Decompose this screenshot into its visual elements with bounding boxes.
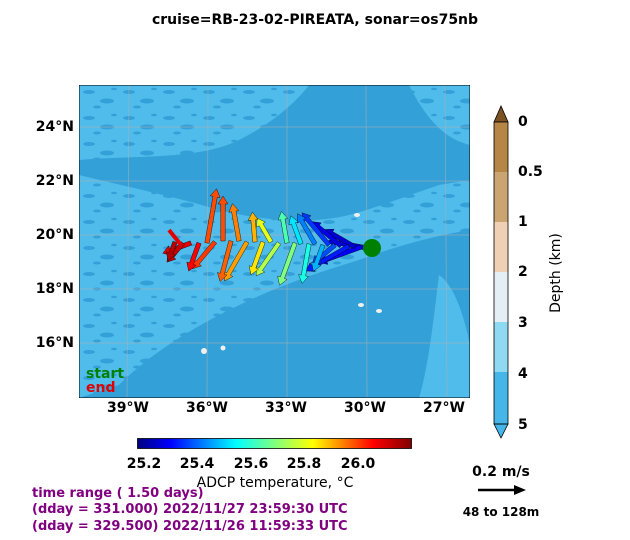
lat-label: 22°N: [35, 173, 74, 189]
current-vector-arrow: [256, 217, 274, 244]
current-vector-arrow: [186, 241, 202, 272]
depth-colorbar: [493, 105, 509, 439]
depth-tick: 0: [518, 114, 528, 130]
temp-tick: 25.2: [126, 456, 162, 472]
current-vector-arrow: [228, 203, 242, 242]
lon-label: 39°W: [107, 400, 149, 416]
temperature-colorbar: [137, 438, 412, 449]
depth-tick: 1: [518, 214, 528, 230]
time-end: (dday = 331.000) 2022/11/27 23:59:30 UTC: [32, 502, 348, 517]
map-panel: [79, 85, 470, 398]
current-vector-arrow: [165, 240, 178, 262]
time-start: (dday = 329.500) 2022/11/26 11:59:33 UTC: [32, 519, 348, 534]
legend-start: start: [86, 366, 125, 382]
ridge-zone-north: [79, 85, 309, 160]
island: [201, 348, 207, 354]
depth-tick: 0.5: [518, 164, 543, 180]
lat-label: 24°N: [35, 119, 74, 135]
temp-tick: 25.4: [179, 456, 215, 472]
island: [220, 345, 226, 351]
current-vector-arrow: [277, 211, 290, 244]
lat-label: 20°N: [35, 227, 74, 243]
depth-colorbar-label: Depth (km): [548, 233, 564, 313]
depth-tick: 2: [518, 264, 528, 280]
depth-tick: 5: [518, 417, 528, 433]
ridge-zone-main: [79, 175, 470, 398]
current-vectors: [162, 188, 368, 286]
lon-label: 30°W: [344, 400, 386, 416]
time-range: time range ( 1.50 days): [32, 486, 204, 501]
lat-label: 16°N: [35, 335, 74, 351]
lat-label: 18°N: [35, 281, 74, 297]
current-vector-arrow: [311, 243, 326, 272]
temp-tick: 25.8: [286, 456, 322, 472]
current-vector-arrow: [248, 240, 266, 276]
current-vector-arrow: [217, 195, 229, 242]
current-vector-arrow: [301, 212, 331, 247]
lon-label: 27°W: [423, 400, 465, 416]
island: [358, 303, 364, 307]
current-vector-arrow: [277, 241, 298, 286]
temp-colorbar-label: ADCP temperature, °C: [196, 475, 354, 491]
scale-arrow: [478, 485, 526, 495]
current-vector-arrow: [288, 215, 304, 246]
current-vector-arrow: [298, 243, 312, 284]
temp-tick: 26.0: [340, 456, 376, 472]
shelf-zone-east: [419, 275, 470, 398]
legend-end: end: [86, 380, 116, 396]
current-vector-arrow: [217, 240, 234, 282]
island: [354, 213, 360, 217]
scale-speed-label: 0.2 m/s: [472, 464, 530, 480]
current-vector-arrow: [204, 188, 221, 244]
end-marker: [167, 228, 183, 247]
lon-label: 36°W: [186, 400, 228, 416]
current-vector-arrow: [296, 213, 318, 246]
temp-tick: 25.6: [233, 456, 269, 472]
lon-label: 33°W: [265, 400, 307, 416]
figure-title: cruise=RB-23-02-PIREATA, sonar=os75nb: [151, 12, 479, 28]
current-vector-arrow: [247, 211, 259, 243]
depth-tick: 3: [518, 315, 528, 331]
island: [376, 309, 382, 313]
start-marker: [363, 239, 381, 257]
scale-depth-range: 48 to 128m: [462, 505, 540, 519]
ridge-zone-ne: [409, 85, 470, 145]
depth-tick: 4: [518, 366, 528, 382]
